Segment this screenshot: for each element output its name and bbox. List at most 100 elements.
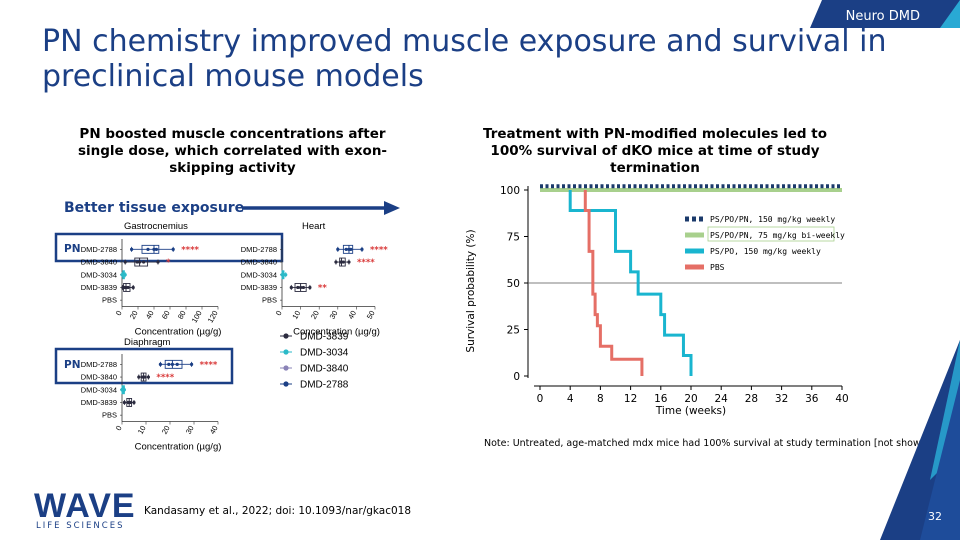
company-logo-subtitle: LIFE SCIENCES: [36, 521, 125, 531]
x-tick-label: 40: [208, 424, 220, 436]
data-point: [171, 247, 175, 251]
legend-label: PS/PO/PN, 150 mg/kg weekly: [710, 215, 835, 224]
legend-label: DMD-3839: [300, 332, 349, 343]
legend-item: DMD-3840: [280, 364, 349, 375]
data-point: [131, 285, 135, 290]
x-tick-label: 0: [114, 424, 124, 432]
x-tick-label: 0: [537, 393, 544, 405]
y-tick-label: 25: [507, 325, 520, 337]
x-axis-label: Concentration (µg/g): [293, 327, 380, 338]
data-point: [122, 388, 126, 392]
data-point: [146, 247, 150, 251]
x-tick-label: 40: [144, 309, 156, 321]
x-tick-label: 10: [136, 424, 148, 436]
right-subtitle: Treatment with PN-modified molecules led…: [482, 126, 828, 176]
legend-marker: [283, 381, 289, 387]
y-axis-label: Survival probability (%): [465, 229, 477, 352]
data-point: [334, 260, 338, 264]
legend-marker: [283, 333, 289, 339]
data-point: [152, 247, 156, 251]
significance-stars: **: [318, 283, 327, 293]
x-axis-label: Time (weeks): [655, 405, 726, 417]
category-label: DMD-3839: [241, 283, 277, 292]
data-point: [347, 260, 351, 264]
y-tick-label: 0: [513, 371, 520, 383]
x-tick-label: 20: [684, 393, 697, 405]
footnote: Note: Untreated, age-matched mdx mice ha…: [484, 438, 931, 449]
x-tick-label: 30: [328, 309, 340, 321]
x-axis-label: Concentration (µg/g): [135, 327, 222, 338]
series-line: [568, 190, 693, 376]
legend-item: PS/PO/PN, 150 mg/kg weekly: [685, 215, 835, 224]
x-tick-label: 50: [365, 309, 377, 321]
data-point: [296, 285, 300, 290]
box: [134, 257, 149, 267]
legend-label: PS/PO, 150 mg/kg weekly: [710, 247, 821, 256]
x-tick-label: 20: [128, 309, 140, 321]
data-point: [128, 400, 132, 405]
x-tick-label: 30: [184, 424, 196, 436]
legend-item: DMD-3034: [280, 348, 349, 359]
significance-stars: ****: [156, 373, 174, 383]
x-axis-label: Concentration (µg/g): [135, 442, 222, 453]
data-point: [349, 247, 353, 251]
x-tick-label: 60: [160, 309, 172, 321]
legend-item: PS/PO, 150 mg/kg weekly: [685, 247, 821, 256]
category-label: DMD-3840: [81, 258, 117, 267]
legend-item: DMD-3839: [280, 332, 349, 343]
data-point: [156, 260, 160, 264]
x-tick-label: 40: [835, 393, 848, 405]
x-tick-label: 32: [775, 393, 788, 405]
x-tick-label: 100: [190, 309, 204, 324]
box: [342, 244, 354, 254]
series-line: [583, 190, 644, 376]
data-point: [167, 362, 171, 366]
data-point: [175, 362, 179, 366]
x-tick-label: 20: [309, 309, 321, 321]
left-subtitle: PN boosted muscle concentrations after s…: [77, 126, 388, 176]
data-point: [170, 362, 174, 366]
category-label: DMD-3840: [81, 373, 117, 382]
category-label: PBS: [262, 296, 277, 305]
legend-item: DMD-2788: [280, 380, 349, 391]
legend-label: PS/PO/PN, 75 mg/kg bi-weekly: [710, 231, 845, 240]
category-label: PBS: [102, 411, 117, 420]
corner-decoration: [880, 340, 960, 540]
data-point: [143, 375, 147, 379]
category-label: DMD-2788: [81, 245, 117, 254]
legend-marker: [283, 349, 289, 355]
category-label: DMD-2788: [81, 360, 117, 369]
data-point: [301, 285, 305, 290]
legend-label: DMD-2788: [300, 380, 349, 391]
data-point: [135, 260, 139, 264]
category-label: DMD-2788: [241, 245, 277, 254]
y-tick-label: 50: [507, 278, 520, 290]
x-tick-label: 4: [567, 393, 574, 405]
callout-arrow: [242, 201, 400, 215]
significance-stars: ****: [200, 360, 218, 370]
x-tick-label: 120: [206, 309, 220, 324]
citation: Kandasamy et al., 2022; doi: 10.1093/nar…: [144, 505, 412, 517]
data-point: [126, 285, 130, 290]
data-point: [132, 400, 136, 405]
category-label: DMD-3034: [81, 270, 117, 279]
panel-title: Gastrocnemius: [124, 221, 188, 232]
box: [141, 244, 160, 254]
box-panel-heart: Heart 0 10 20 30 40 50 Concentration (µg/g) DMD-…: [241, 221, 389, 338]
legend-label: DMD-3034: [300, 348, 349, 359]
page-number: 32: [928, 510, 942, 523]
x-tick-label: 36: [805, 393, 819, 405]
significance-stars: ****: [357, 258, 375, 268]
data-point: [158, 362, 162, 366]
legend-highlight: [707, 226, 835, 242]
x-tick-label: 20: [160, 424, 172, 436]
data-point: [123, 273, 127, 277]
x-tick-label: 10: [290, 309, 302, 321]
data-point: [138, 260, 142, 264]
data-point: [123, 260, 127, 264]
data-point: [299, 285, 303, 290]
x-tick-label: 28: [745, 393, 758, 405]
x-tick-label: 24: [715, 393, 729, 405]
data-point: [154, 247, 158, 251]
section-tag: Neuro DMD: [845, 9, 920, 24]
